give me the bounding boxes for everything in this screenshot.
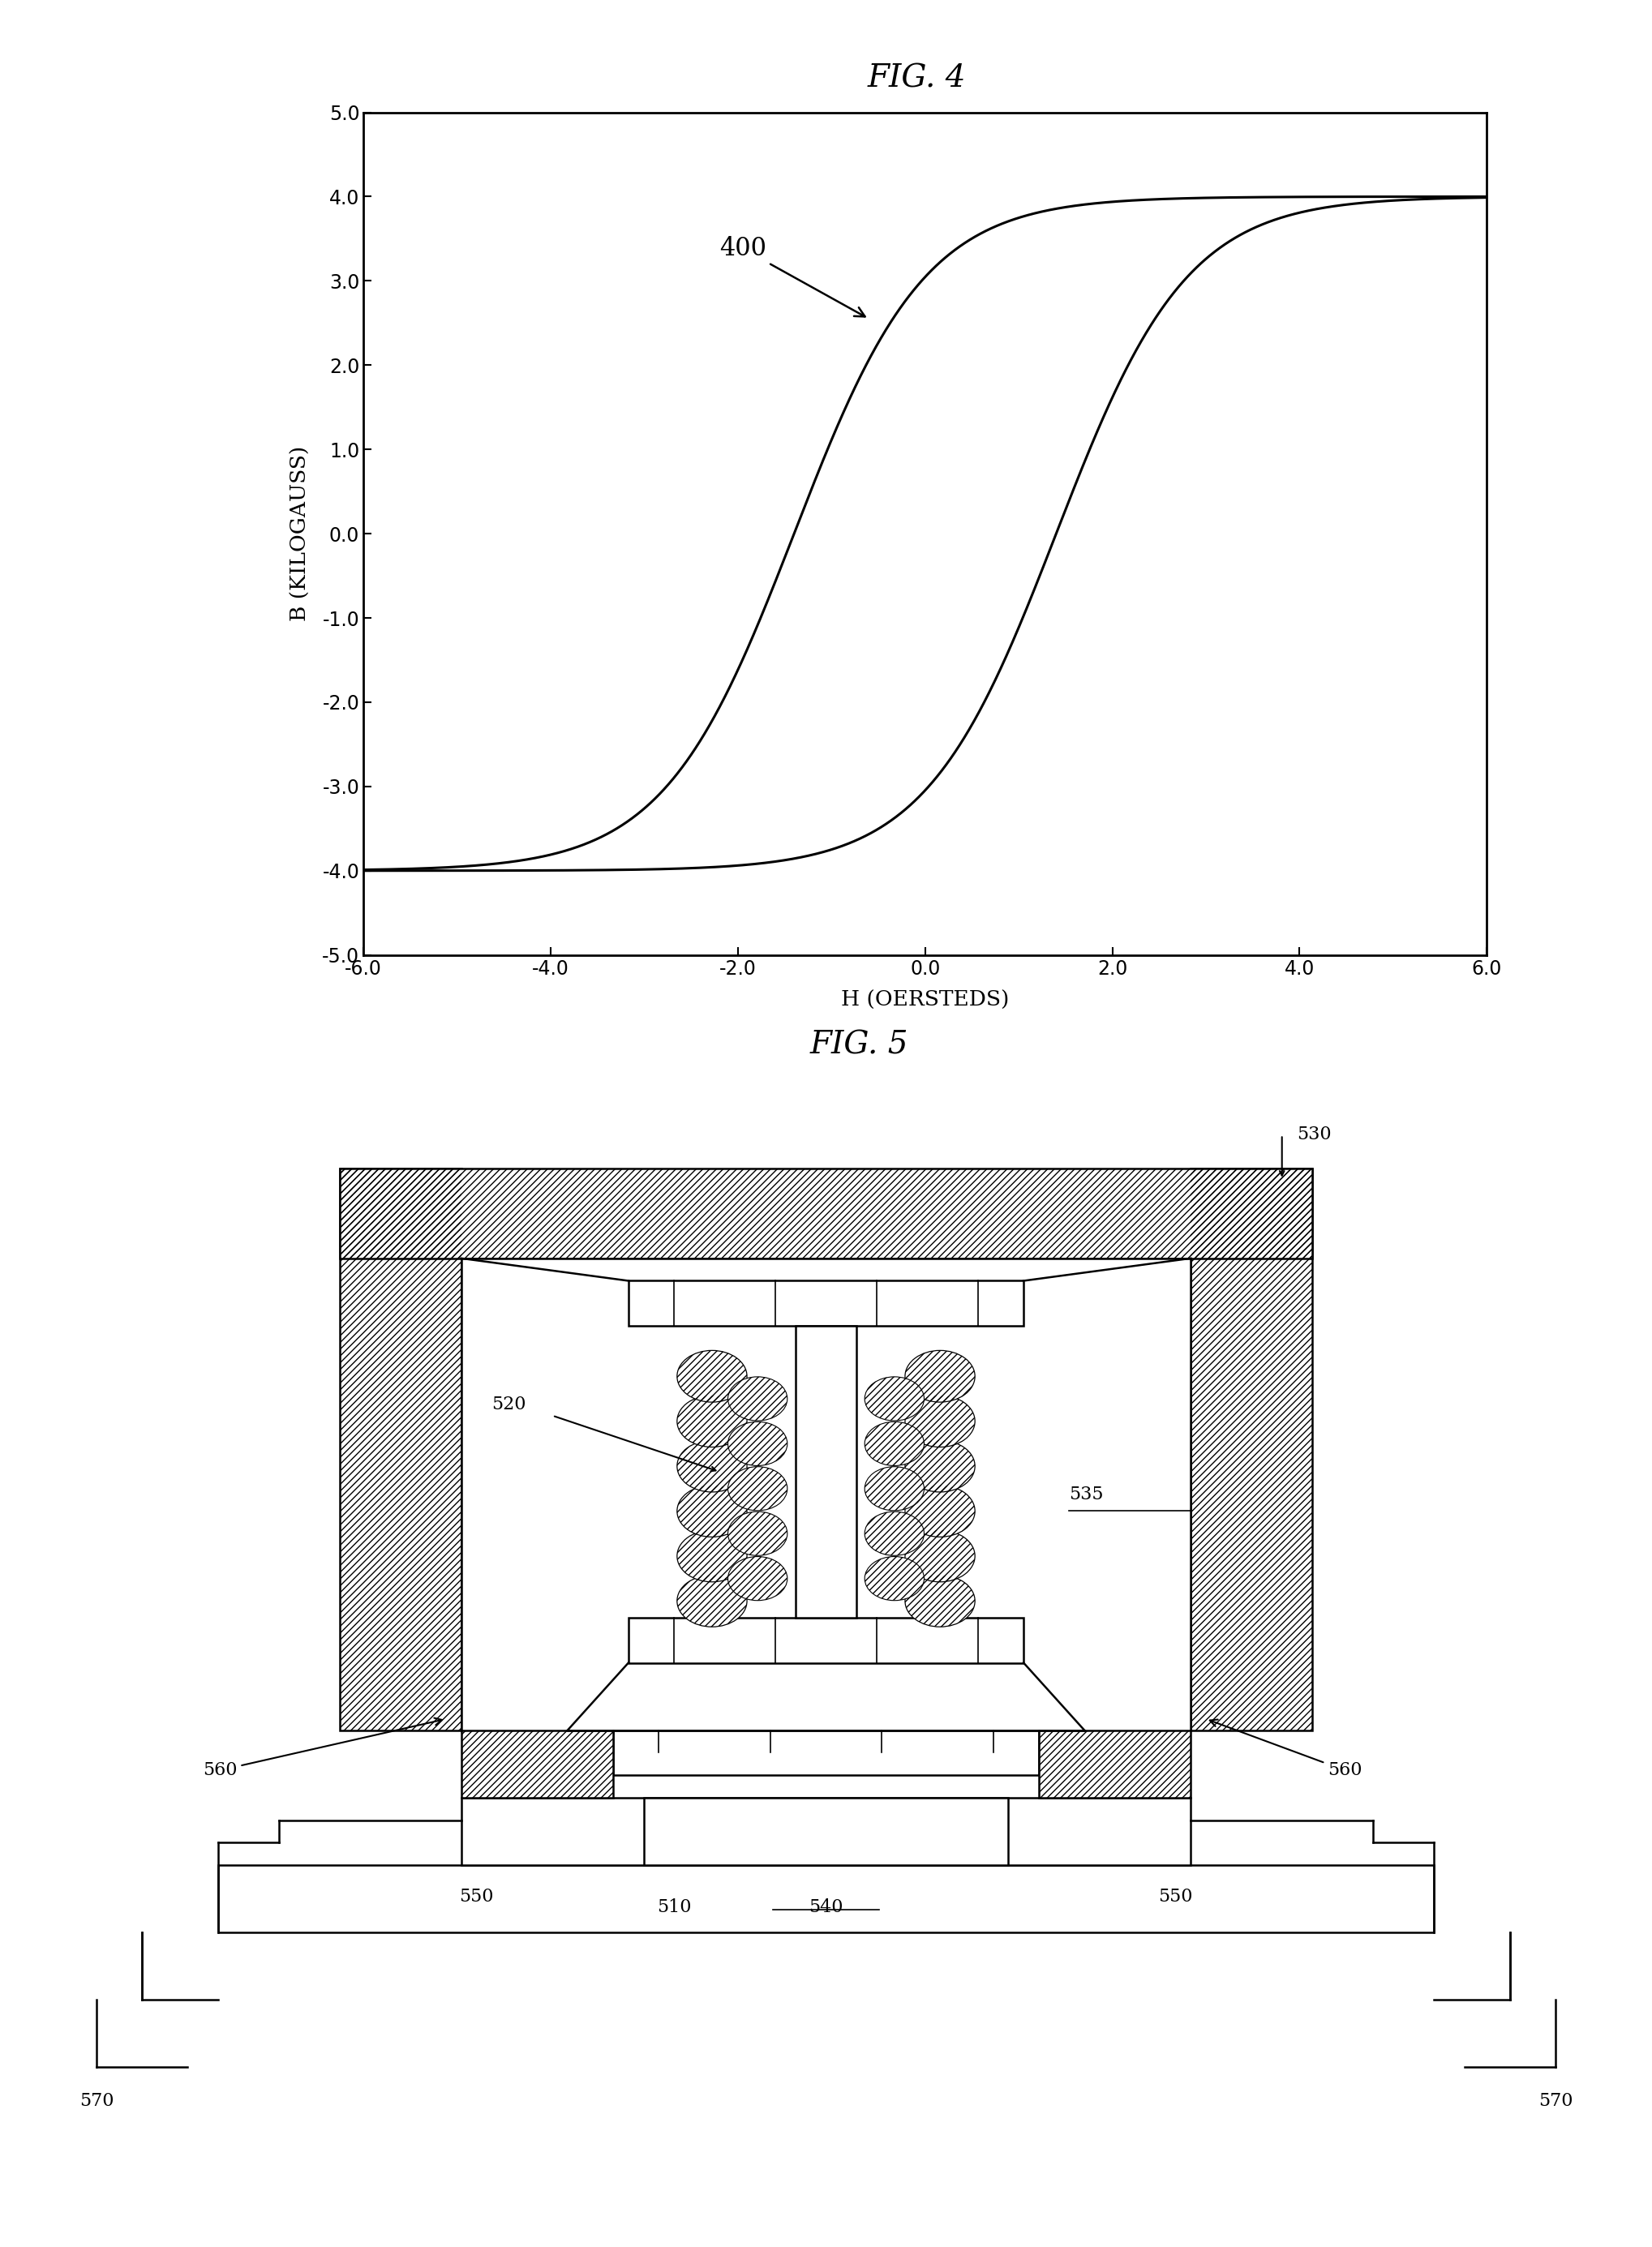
Bar — [340, 1168, 461, 1730]
Circle shape — [729, 1512, 788, 1555]
Text: 510: 510 — [657, 1899, 691, 1917]
Circle shape — [677, 1530, 747, 1582]
Bar — [218, 1865, 1434, 1932]
Circle shape — [864, 1422, 923, 1465]
Bar — [340, 1168, 1312, 1258]
Circle shape — [905, 1485, 975, 1537]
Circle shape — [729, 1467, 788, 1510]
Circle shape — [864, 1377, 923, 1420]
Text: 570: 570 — [1538, 2092, 1573, 2110]
Circle shape — [864, 1467, 923, 1510]
Text: 530: 530 — [1297, 1126, 1332, 1144]
Bar — [628, 1618, 1024, 1663]
Text: 550: 550 — [459, 1887, 494, 1905]
Bar — [461, 1258, 1191, 1730]
Circle shape — [729, 1422, 788, 1465]
Bar — [461, 1798, 1191, 1865]
Bar — [461, 1730, 613, 1798]
Circle shape — [905, 1575, 975, 1627]
X-axis label: H (OERSTEDS): H (OERSTEDS) — [841, 989, 1009, 1009]
Bar — [340, 1168, 1312, 1258]
Text: 520: 520 — [492, 1395, 525, 1413]
Circle shape — [677, 1350, 747, 1402]
Circle shape — [905, 1350, 975, 1402]
Circle shape — [905, 1530, 975, 1582]
Text: 560: 560 — [203, 1719, 443, 1780]
Circle shape — [729, 1557, 788, 1600]
Text: 400: 400 — [719, 236, 866, 317]
Circle shape — [864, 1557, 923, 1600]
Bar — [796, 1326, 856, 1618]
Circle shape — [677, 1485, 747, 1537]
Bar — [1039, 1730, 1191, 1798]
Bar — [1191, 1168, 1312, 1730]
Bar — [1191, 1168, 1312, 1730]
Text: 550: 550 — [1158, 1887, 1193, 1905]
Circle shape — [905, 1440, 975, 1492]
Circle shape — [677, 1440, 747, 1492]
Bar — [644, 1798, 1008, 1865]
Text: FIG. 5: FIG. 5 — [809, 1029, 909, 1061]
Bar — [628, 1281, 1024, 1326]
Circle shape — [677, 1395, 747, 1447]
Text: FIG. 4: FIG. 4 — [867, 63, 966, 94]
Circle shape — [905, 1395, 975, 1447]
Bar — [340, 1168, 461, 1730]
Text: 540: 540 — [809, 1899, 843, 1917]
Bar — [613, 1730, 1039, 1775]
Circle shape — [864, 1512, 923, 1555]
Bar — [1039, 1730, 1191, 1798]
Text: 570: 570 — [79, 2092, 114, 2110]
Circle shape — [729, 1377, 788, 1420]
Y-axis label: B (KILOGAUSS): B (KILOGAUSS) — [291, 445, 311, 622]
Text: 535: 535 — [1069, 1485, 1104, 1503]
Text: 560: 560 — [1209, 1719, 1361, 1780]
Bar — [461, 1730, 613, 1798]
Circle shape — [677, 1575, 747, 1627]
